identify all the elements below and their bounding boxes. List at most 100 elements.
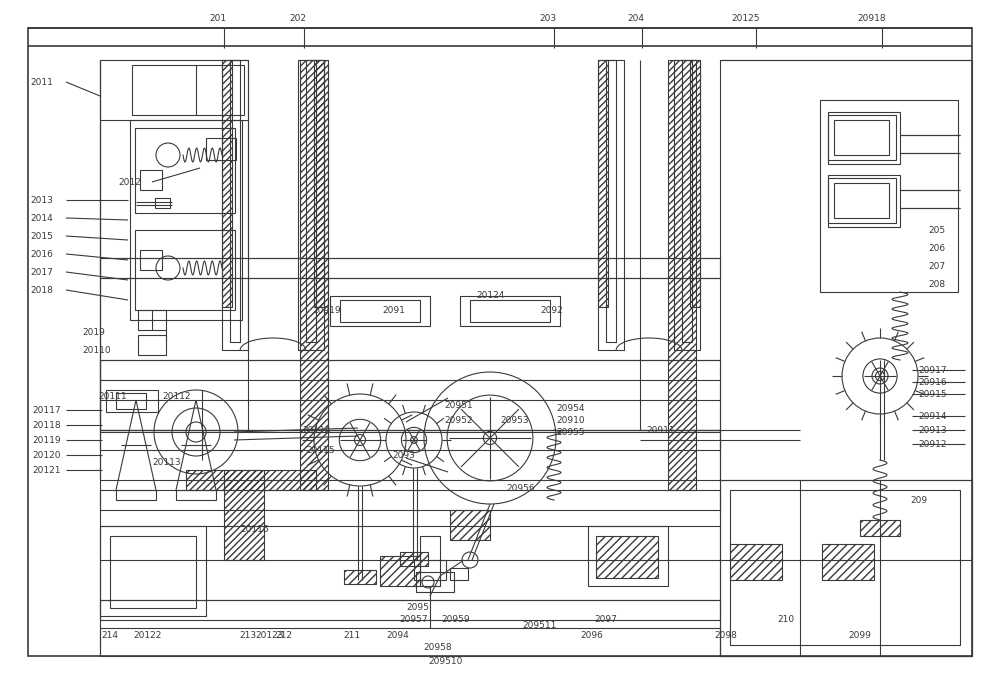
Bar	[100, 360, 720, 432]
Bar	[100, 526, 206, 616]
Text: 203: 203	[539, 14, 557, 23]
Text: 2099: 2099	[849, 632, 871, 640]
Text: 20110: 20110	[82, 345, 111, 355]
Bar	[690, 60, 700, 306]
Text: 20118: 20118	[32, 421, 61, 429]
Text: 20919: 20919	[312, 306, 341, 314]
Text: 20914: 20914	[918, 412, 946, 421]
Bar	[106, 390, 158, 412]
Text: 20123: 20123	[256, 632, 284, 640]
Text: 2093: 2093	[392, 451, 415, 460]
Bar	[400, 552, 428, 566]
Bar	[138, 335, 166, 355]
Bar	[100, 60, 248, 430]
Text: 210: 210	[777, 616, 795, 625]
Bar	[828, 175, 900, 227]
Text: 20124: 20124	[476, 290, 504, 299]
Text: 20125: 20125	[732, 14, 760, 23]
Bar	[230, 60, 240, 342]
Bar	[314, 60, 324, 306]
Bar	[720, 60, 972, 656]
Bar	[598, 60, 608, 306]
Bar	[135, 128, 235, 213]
Text: 2098: 2098	[715, 632, 737, 640]
Text: 212: 212	[276, 632, 292, 640]
Text: 20911: 20911	[646, 425, 675, 434]
Text: 20913: 20913	[918, 425, 947, 434]
Bar	[116, 490, 156, 500]
Bar	[176, 490, 216, 500]
Text: 209510: 209510	[429, 658, 463, 667]
Text: 20119: 20119	[32, 436, 61, 445]
Bar	[155, 198, 170, 208]
Text: 201: 201	[209, 14, 227, 23]
Bar	[682, 60, 692, 342]
Bar	[135, 230, 235, 310]
Bar	[222, 60, 232, 306]
Text: 211: 211	[343, 632, 361, 640]
Text: 2013: 2013	[30, 195, 53, 205]
Bar	[140, 170, 162, 190]
Bar	[588, 526, 668, 586]
Text: 20957: 20957	[400, 616, 428, 625]
Bar	[414, 560, 446, 580]
Bar	[730, 490, 960, 645]
Bar	[330, 296, 430, 326]
Text: 2017: 2017	[30, 268, 53, 277]
Bar	[206, 138, 236, 160]
Text: 206: 206	[928, 243, 945, 253]
Text: 2018: 2018	[30, 286, 53, 295]
Text: 20117: 20117	[32, 406, 61, 414]
Text: 202: 202	[290, 14, 306, 23]
Bar	[820, 100, 958, 292]
Bar	[186, 470, 316, 490]
Bar	[834, 183, 889, 218]
Text: 20111: 20111	[98, 392, 127, 401]
Bar	[596, 536, 658, 578]
Bar	[834, 120, 889, 155]
Text: 20916: 20916	[918, 377, 947, 386]
Text: 20910: 20910	[556, 416, 585, 425]
Text: 2095: 2095	[407, 603, 429, 612]
Bar	[450, 510, 490, 540]
Bar	[416, 572, 454, 592]
Text: 20912: 20912	[918, 440, 946, 449]
Bar	[222, 60, 248, 350]
Bar	[298, 60, 324, 350]
Text: 20121: 20121	[32, 466, 60, 475]
Text: 2011: 2011	[30, 77, 53, 86]
Bar	[224, 470, 264, 560]
Text: 204: 204	[628, 14, 644, 23]
Bar	[828, 112, 900, 164]
Bar	[860, 520, 900, 536]
Bar	[380, 556, 420, 586]
Text: 20115: 20115	[306, 445, 335, 455]
Text: 20918: 20918	[858, 14, 886, 23]
Bar	[132, 65, 244, 115]
Bar	[828, 178, 896, 223]
Bar	[100, 258, 720, 278]
Text: 214: 214	[102, 632, 119, 640]
Bar	[720, 480, 972, 656]
Bar	[100, 430, 720, 450]
Text: 20112: 20112	[162, 392, 190, 401]
Text: 20951: 20951	[444, 401, 473, 410]
Text: 2012: 2012	[118, 177, 141, 186]
Text: 2094: 2094	[387, 632, 409, 640]
Text: 208: 208	[928, 279, 945, 288]
Text: 207: 207	[928, 262, 945, 271]
Bar	[140, 250, 162, 270]
Text: 20120: 20120	[32, 451, 60, 460]
Text: 2014: 2014	[30, 214, 53, 223]
Text: 213: 213	[239, 632, 257, 640]
Text: 20955: 20955	[556, 427, 585, 436]
Bar	[828, 115, 896, 160]
Text: 2015: 2015	[30, 232, 53, 240]
Bar	[306, 60, 316, 342]
Text: 2019: 2019	[82, 327, 105, 336]
Bar	[470, 300, 550, 322]
Bar	[100, 430, 720, 480]
Text: 20114: 20114	[302, 425, 330, 434]
Text: 20954: 20954	[556, 403, 584, 412]
Bar	[130, 120, 242, 320]
